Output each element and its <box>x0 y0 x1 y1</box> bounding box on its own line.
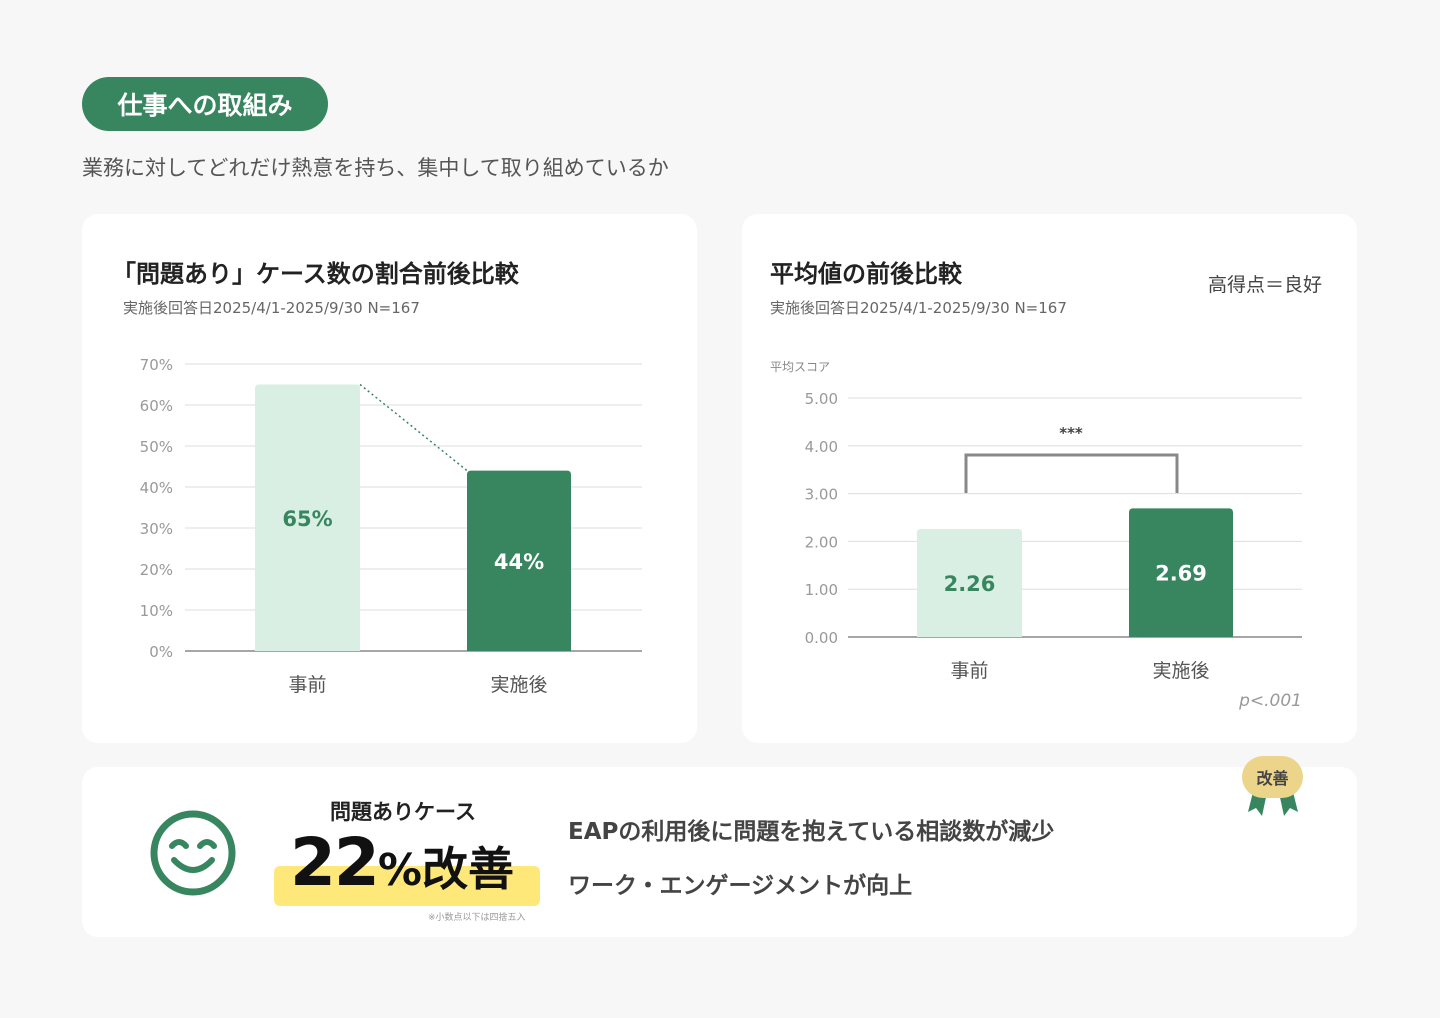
x-tick-label: 実施後 <box>1152 660 1209 682</box>
y-tick-label: 10% <box>140 602 173 620</box>
data-label: 65% <box>282 507 332 531</box>
y-tick-label: 0.00 <box>805 629 838 647</box>
chart-card-average <box>742 214 1357 743</box>
y-tick-label: 0% <box>149 643 173 661</box>
footnote: ※小数点以下は四捨五入 <box>428 913 526 923</box>
bar <box>467 470 571 651</box>
chart-card-ratio <box>82 214 697 743</box>
data-label: 2.69 <box>1155 562 1207 586</box>
chart-subtitle: 実施後回答日2025/4/1-2025/9/30 N=167 <box>123 299 420 317</box>
y-tick-label: 5.00 <box>805 390 838 408</box>
significance-bracket <box>964 453 1179 493</box>
significance-marker: *** <box>1059 424 1083 442</box>
y-axis-label: 平均スコア <box>770 360 831 374</box>
bar <box>255 384 360 651</box>
p-value: p<.001 <box>1238 691 1302 711</box>
summary-message: EAPの利用後に問題を抱えている相談数が減少 <box>568 819 1055 845</box>
x-tick-label: 事前 <box>288 674 326 696</box>
section-title: 仕事への取組み <box>82 77 328 131</box>
improvement-value: 22%改善 <box>290 824 514 901</box>
trend-line <box>359 383 468 472</box>
bar <box>917 528 1022 637</box>
improvement-badge: 改善 <box>1242 756 1303 798</box>
y-tick-label: 60% <box>140 397 173 415</box>
y-tick-label: 40% <box>140 479 173 497</box>
chart-title: 平均値の前後比較 <box>770 260 962 288</box>
y-tick-label: 30% <box>140 520 173 538</box>
score-note: 高得点＝良好 <box>1208 274 1323 296</box>
chart-subtitle: 実施後回答日2025/4/1-2025/9/30 N=167 <box>770 299 1067 317</box>
y-tick-label: 1.00 <box>805 581 838 599</box>
section-description: 業務に対してどれだけ熱意を持ち、集中して取り組めているか <box>82 156 669 180</box>
bar <box>1129 508 1233 637</box>
data-label: 2.26 <box>944 572 996 596</box>
charts: 0% 10% 20% 30% 40% 50% 60% 70% 65% 事前 44% 実施後 0.00 1.… <box>140 356 1302 711</box>
smiley-icon <box>150 810 236 896</box>
y-tick-label: 4.00 <box>805 438 838 456</box>
summary-message: ワーク・エンゲージメントが向上 <box>568 873 913 899</box>
y-tick-label: 3.00 <box>805 486 838 504</box>
y-tick-label: 70% <box>140 356 173 374</box>
y-tick-label: 50% <box>140 438 173 456</box>
data-label: 44% <box>494 550 544 574</box>
chart-title: 「問題あり」ケース数の割合前後比較 <box>112 260 519 288</box>
x-tick-label: 実施後 <box>490 674 547 696</box>
y-tick-label: 20% <box>140 561 173 579</box>
highlight-bar <box>274 866 540 906</box>
x-tick-label: 事前 <box>950 660 988 682</box>
y-tick-label: 2.00 <box>805 533 838 551</box>
summary-label: 問題ありケース <box>330 800 476 824</box>
summary-card <box>82 767 1357 937</box>
